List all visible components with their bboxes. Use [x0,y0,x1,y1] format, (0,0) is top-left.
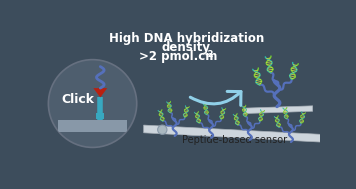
Text: High DNA hybridization: High DNA hybridization [109,32,264,45]
Text: density: density [162,41,211,54]
Text: -2: -2 [205,50,214,59]
FancyBboxPatch shape [96,113,104,119]
FancyArrowPatch shape [190,91,241,105]
Polygon shape [144,125,320,142]
Text: Peptide-based sensor: Peptide-based sensor [182,136,287,146]
FancyBboxPatch shape [58,120,127,132]
Circle shape [158,125,167,134]
Circle shape [48,60,137,147]
Polygon shape [93,88,107,97]
Text: Click: Click [62,93,95,106]
Polygon shape [245,106,313,114]
Text: >2 pmol.cm: >2 pmol.cm [138,50,217,63]
